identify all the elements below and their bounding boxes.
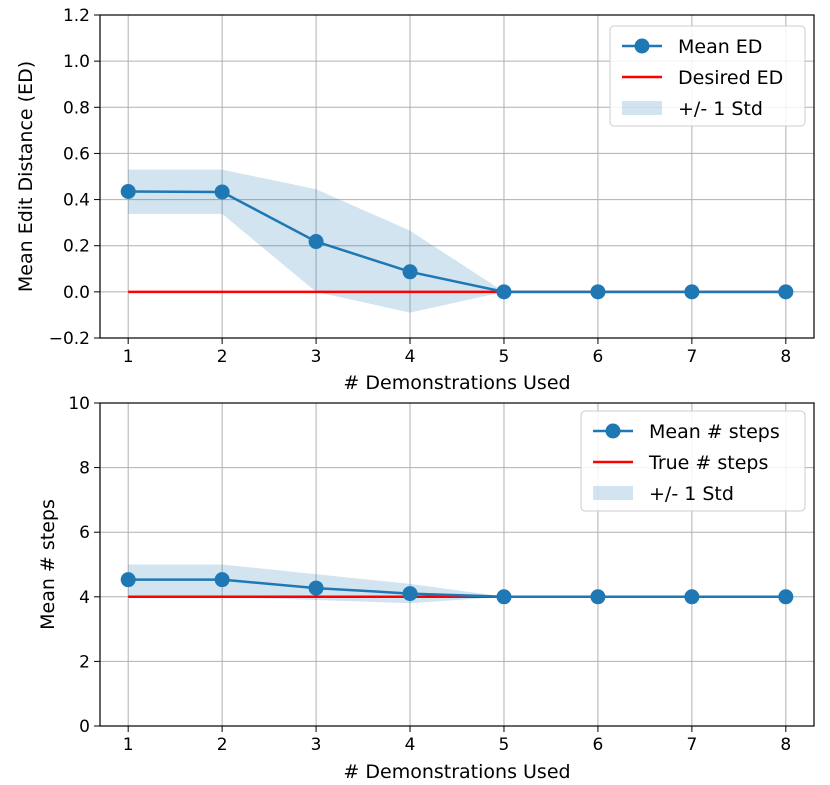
x-tick-label: 3 — [311, 735, 322, 755]
mean-point — [684, 284, 700, 300]
plot-frame — [99, 14, 815, 339]
legend: Mean # steps True # steps +/- 1 Std — [580, 410, 806, 512]
mean-point — [590, 284, 606, 300]
mean-point — [496, 284, 512, 300]
legend-swatch-band — [593, 486, 633, 500]
x-tick-label: 4 — [405, 347, 416, 367]
legend-box — [609, 25, 806, 127]
x-axis-label: # Demonstrations Used — [343, 761, 570, 783]
legend-box — [580, 410, 806, 512]
y-tick-label: 6 — [79, 523, 90, 543]
mean-point — [590, 589, 606, 605]
legend-label: Mean ED — [678, 36, 762, 58]
x-tick-label: 7 — [686, 347, 697, 367]
mean-point — [778, 284, 794, 300]
chart-panel-2: 1 2 3 4 5 6 7 8 0 2 4 6 8 10 # Demonstrations Used Mean… — [37, 394, 815, 783]
x-tick-label: 1 — [123, 347, 134, 367]
x-tick-label: 5 — [499, 735, 510, 755]
mean-point — [120, 572, 136, 588]
y-axis-label: Mean Edit Distance (ED) — [15, 61, 37, 292]
y-tick-label: 0.6 — [63, 144, 90, 164]
x-tick-label: 7 — [686, 735, 697, 755]
legend-swatch-marker — [605, 423, 621, 439]
mean-point — [684, 589, 700, 605]
y-tick-label: −0.2 — [49, 329, 90, 349]
x-tick-label: 8 — [780, 735, 791, 755]
std-band — [128, 564, 786, 604]
x-tick-label: 3 — [311, 347, 322, 367]
x-tick-label: 2 — [217, 735, 228, 755]
legend-label: Desired ED — [678, 67, 783, 89]
y-axis-label: Mean # steps — [37, 499, 59, 630]
x-tick-label: 4 — [405, 735, 416, 755]
y-tick-label: 1.2 — [63, 6, 90, 26]
mean-point — [402, 264, 418, 280]
x-tick-label: 6 — [593, 347, 604, 367]
legend: Mean ED Desired ED +/- 1 Std — [609, 25, 806, 127]
mean-point — [496, 589, 512, 605]
mean-line — [128, 578, 786, 599]
mean-point — [308, 234, 324, 250]
mean-point — [120, 183, 136, 199]
mean-point — [402, 586, 418, 602]
std-band — [128, 169, 786, 313]
y-tick-label: 0.4 — [63, 191, 90, 211]
x-tick-label: 6 — [593, 735, 604, 755]
chart-panel-1: 1 2 3 4 5 6 7 8 −0.2 0.0 0.2 0.4 0.6 0.8 1.0 1.2 # Demon… — [15, 6, 815, 394]
y-tick-label: 0.8 — [63, 98, 90, 118]
y-tick-label: 4 — [79, 588, 90, 608]
y-tick-label: 2 — [79, 652, 90, 672]
x-tick-label: 1 — [123, 735, 134, 755]
legend-swatch-band — [622, 101, 662, 115]
x-tick-label: 8 — [780, 347, 791, 367]
mean-point — [214, 184, 230, 200]
x-tick-label: 5 — [499, 347, 510, 367]
y-tick-label: 0.2 — [63, 237, 90, 257]
legend-label: +/- 1 Std — [678, 98, 763, 120]
y-tick-label: 8 — [79, 459, 90, 479]
plot-frame — [99, 402, 815, 727]
y-tick-label: 10 — [68, 394, 90, 414]
mean-point — [214, 572, 230, 588]
x-axis-label: # Demonstrations Used — [343, 372, 570, 394]
y-tick-label: 0.0 — [63, 283, 90, 303]
legend-swatch-marker — [634, 38, 650, 54]
mean-line — [128, 190, 786, 294]
legend-label: Mean # steps — [649, 421, 780, 443]
mean-point — [778, 589, 794, 605]
legend-label: +/- 1 Std — [649, 483, 734, 505]
mean-point — [308, 580, 324, 596]
y-tick-label: 0 — [79, 717, 90, 737]
legend-label: True # steps — [648, 452, 768, 474]
y-tick-label: 1.0 — [63, 52, 90, 72]
x-tick-label: 2 — [217, 347, 228, 367]
